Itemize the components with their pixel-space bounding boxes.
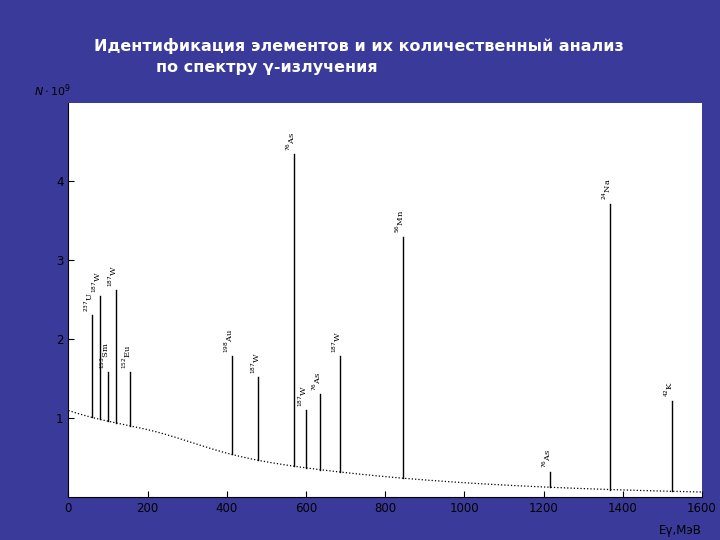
Text: $^{187}$W: $^{187}$W: [297, 385, 309, 407]
Text: $^{237}$U: $^{237}$U: [83, 292, 95, 312]
Text: $^{198}$Au: $^{198}$Au: [222, 329, 235, 353]
Text: $^{76}$As: $^{76}$As: [284, 131, 297, 151]
Text: Идентификация элементов и их количественный анализ: Идентификация элементов и их количествен…: [94, 38, 624, 54]
Text: $^{187}$W: $^{187}$W: [107, 265, 119, 287]
Text: $^{24}$Na: $^{24}$Na: [600, 179, 613, 200]
Text: $^{76}$As: $^{76}$As: [310, 372, 323, 391]
Text: $^{187}$W: $^{187}$W: [91, 271, 103, 293]
Text: $^{42}$K: $^{42}$K: [662, 381, 675, 397]
Text: $^{56}$Mn: $^{56}$Mn: [394, 210, 407, 233]
Text: $^{76}$As: $^{76}$As: [540, 449, 552, 468]
Text: $^{152}$Eu: $^{152}$Eu: [120, 345, 132, 369]
Text: $^{187}$W: $^{187}$W: [330, 331, 343, 353]
Text: $N\cdot10^9$: $N\cdot10^9$: [34, 82, 71, 99]
Text: $^{153}$Sm: $^{153}$Sm: [99, 342, 111, 369]
Text: по спектру γ-излучения: по спектру γ-излучения: [156, 60, 377, 75]
Text: Eγ,МэВ: Eγ,МэВ: [659, 524, 702, 537]
Text: $^{187}$W: $^{187}$W: [249, 352, 261, 374]
